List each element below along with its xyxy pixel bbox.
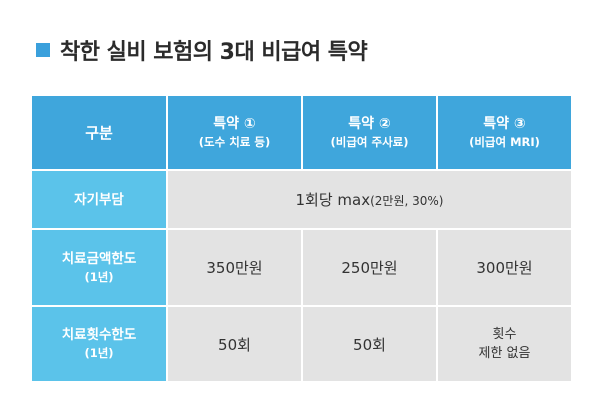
limit-count-rider-1: 50회	[168, 307, 301, 381]
column-name: 특약 ②	[348, 115, 391, 132]
page-title: 착한 실비 보험의 3대 비급여 특약	[36, 30, 368, 70]
limit-count-rider-2: 50회	[303, 307, 436, 381]
row-label-sub: (1년)	[84, 346, 114, 360]
row-label-limit-count: 치료횟수한도 (1년)	[32, 307, 166, 381]
limit-amount-rider-1: 350만원	[168, 230, 301, 305]
limit-amount-rider-3: 300만원	[438, 230, 571, 305]
no-limit-line-1: 횟수	[492, 327, 517, 342]
row-label-copay: 자기부담	[32, 171, 166, 228]
column-header-rider-2: 특약 ② (비급여 주사료)	[303, 96, 436, 169]
limit-amount-rider-2: 250만원	[303, 230, 436, 305]
corner-header: 구분	[32, 96, 166, 169]
column-name: 특약 ③	[483, 115, 526, 132]
row-label-text: 치료횟수한도	[61, 327, 137, 343]
table-row-limit-count: 치료횟수한도 (1년) 50회 50회 횟수 제한 없음	[32, 307, 571, 381]
square-bullet-icon	[36, 43, 50, 57]
limit-count-rider-3: 횟수 제한 없음	[438, 307, 571, 381]
row-label-limit-amount: 치료금액한도 (1년)	[32, 230, 166, 305]
column-header-rider-1: 특약 ① (도수 치료 등)	[168, 96, 301, 169]
copay-main: 1회당 max	[295, 191, 371, 209]
row-label-sub: (1년)	[84, 269, 114, 284]
column-detail: (비급여 주사료)	[330, 134, 409, 149]
column-name: 특약 ①	[213, 115, 256, 132]
header-row: 구분 특약 ① (도수 치료 등) 특약 ② (비급여 주사료) 특약 ③ (비…	[32, 96, 571, 169]
no-limit-line-2: 제한 없음	[478, 346, 531, 361]
column-header-rider-3: 특약 ③ (비급여 MRI)	[438, 96, 571, 169]
copay-value: 1회당 max(2만원, 30%)	[168, 171, 571, 228]
column-detail: (비급여 MRI)	[469, 134, 540, 149]
title-text: 착한 실비 보험의 3대 비급여 특약	[60, 40, 368, 65]
column-detail: (도수 치료 등)	[198, 134, 271, 149]
table-row-copay: 자기부담 1회당 max(2만원, 30%)	[32, 171, 571, 228]
row-label-text: 치료금액한도	[61, 250, 137, 267]
table-row-limit-amount: 치료금액한도 (1년) 350만원 250만원 300만원	[32, 230, 571, 305]
copay-detail: (2만원, 30%)	[370, 194, 444, 208]
rider-table: 구분 특약 ① (도수 치료 등) 특약 ② (비급여 주사료) 특약 ③ (비…	[30, 94, 573, 383]
